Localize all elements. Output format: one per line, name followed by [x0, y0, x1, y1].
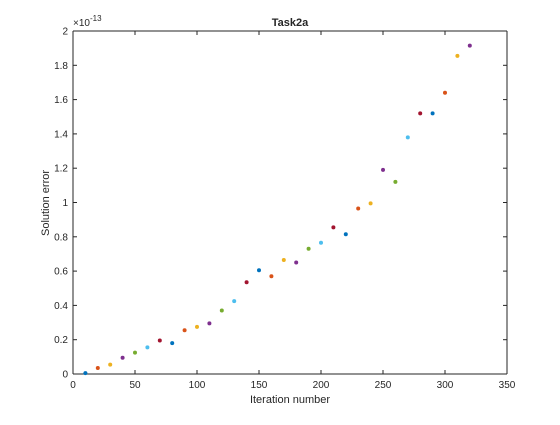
x-tick-label: 250	[375, 380, 392, 391]
y-tick-label: 1.4	[54, 129, 68, 140]
x-tick-label: 200	[313, 380, 330, 391]
y-tick-label: 0.2	[54, 335, 68, 346]
y-tick-label: 1	[62, 198, 68, 209]
y-tick-label: 0.8	[54, 232, 68, 243]
data-points	[83, 43, 472, 376]
data-point	[306, 246, 311, 251]
data-point	[207, 321, 212, 326]
plot-area	[73, 31, 507, 374]
data-point	[83, 371, 88, 376]
data-point	[319, 240, 323, 245]
data-point	[294, 260, 299, 265]
y-tick-label: 1.2	[54, 164, 68, 175]
data-point	[381, 167, 385, 172]
data-point	[467, 43, 472, 48]
data-point	[219, 308, 224, 313]
data-point	[443, 90, 447, 95]
x-tick-label: 350	[499, 380, 516, 391]
data-point	[455, 53, 460, 58]
data-point	[95, 365, 100, 370]
y-tick-label: 1.6	[54, 95, 68, 106]
y-axis-ticks: 0 0.2 0.4 0.6 0.8 1 1.2 1.4 1.6 1.8 2	[54, 27, 507, 381]
data-point	[343, 232, 348, 237]
x-tick-label: 100	[189, 380, 206, 391]
y-axis-label: Solution error	[40, 170, 52, 236]
data-point	[108, 362, 113, 367]
y-tick-label: 0	[62, 370, 68, 381]
data-point	[182, 328, 187, 333]
y-exponent-label: ×10-13	[73, 14, 102, 29]
data-point	[356, 206, 361, 211]
data-point	[331, 225, 336, 230]
y-exponent-base: ×10	[73, 18, 90, 29]
x-tick-label: 300	[437, 380, 454, 391]
y-tick-label: 1.8	[54, 61, 68, 72]
chart-title: Task2a	[272, 17, 309, 29]
data-point	[257, 268, 261, 273]
x-tick-label: 0	[70, 380, 76, 391]
data-point	[393, 179, 398, 184]
y-tick-label: 2	[62, 27, 68, 38]
data-point	[195, 324, 199, 329]
x-axis-ticks: 0 50 100 150 200 250 300 350	[70, 31, 516, 391]
x-axis-label: Iteration number	[250, 394, 330, 406]
data-point	[145, 345, 150, 350]
data-point	[232, 299, 237, 304]
y-tick-label: 0.4	[54, 301, 68, 312]
data-point	[405, 135, 410, 140]
data-point	[133, 350, 137, 355]
data-point	[120, 355, 125, 360]
data-point	[430, 111, 435, 116]
data-point	[170, 341, 175, 346]
x-tick-label: 50	[129, 380, 141, 391]
data-point	[244, 280, 249, 285]
data-point	[157, 338, 162, 343]
data-point	[269, 274, 274, 279]
y-tick-label: 0.6	[54, 267, 68, 278]
y-exponent-power: -13	[90, 14, 102, 23]
data-point	[368, 201, 373, 206]
data-point	[418, 111, 423, 116]
data-point	[281, 257, 286, 262]
x-tick-label: 150	[251, 380, 268, 391]
